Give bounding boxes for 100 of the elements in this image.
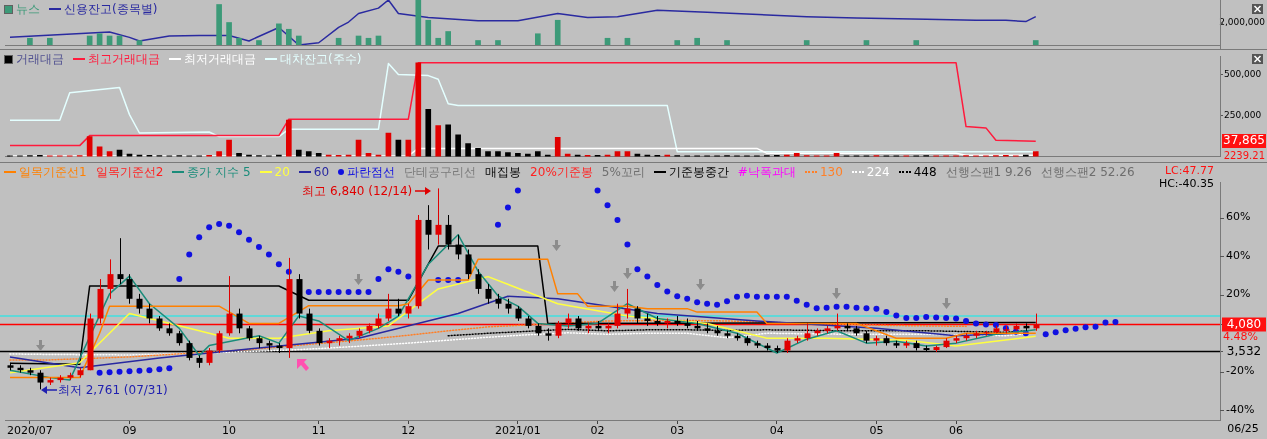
bar (216, 151, 222, 157)
bar (96, 33, 103, 45)
legend-label: 최저거래대금 (184, 52, 256, 66)
annotation: 최저 2,761 (07/31) (57, 382, 168, 397)
legend-label: 거래대금 (16, 52, 64, 66)
bar (1032, 151, 1039, 157)
bar (534, 151, 541, 157)
bar (276, 23, 282, 45)
y-tick-label: 250,000 (1224, 109, 1262, 120)
x-tick-label: 11 (311, 424, 326, 438)
text: 선행스팬1 9.26 (945, 165, 1032, 179)
bar (425, 19, 432, 45)
candlestick (126, 273, 133, 305)
bar (863, 40, 870, 45)
annotation: 2,000,000 (1219, 17, 1266, 28)
text: #낙폭과대 (737, 165, 796, 179)
candlestick (306, 308, 313, 334)
x-tick-label: 10 (222, 424, 237, 438)
x-tick-label: 02 (590, 424, 605, 438)
x-tick-label: 12 (401, 424, 416, 438)
candlestick (465, 249, 472, 280)
bar (435, 125, 442, 157)
text: 4.48% (1223, 330, 1258, 344)
bar (495, 40, 501, 45)
candlestick (226, 275, 233, 337)
y2-tick-label: 40% (1226, 248, 1251, 262)
bar (724, 40, 730, 45)
text: 선행스팬2 52.26 (1040, 165, 1135, 179)
x-tick-label: 2020/07 (7, 424, 53, 438)
text: 20%기준봉 (530, 165, 593, 179)
legend-label: 일목기준선1 (19, 165, 87, 179)
candlestick (475, 268, 482, 295)
bar (793, 152, 800, 157)
text: 2239.21 (1223, 149, 1265, 161)
bar (236, 152, 242, 157)
bar (475, 40, 481, 45)
bar (534, 33, 541, 45)
bar (136, 40, 143, 45)
bar (425, 108, 432, 157)
bar (415, 0, 422, 45)
bar (554, 19, 561, 45)
bar (554, 137, 561, 157)
candlestick (136, 293, 143, 315)
bar (286, 119, 292, 157)
y2-tick-label: 20% (1226, 287, 1251, 301)
x-tick-label: 06 (949, 424, 964, 438)
bar (694, 37, 700, 45)
legend-label: 최고거래대금 (88, 52, 160, 66)
bar (445, 124, 452, 157)
legend-label: 종가 지수 5 (187, 165, 251, 179)
candlestick (216, 330, 223, 354)
bar (465, 143, 471, 157)
bar (415, 62, 422, 157)
bar (505, 152, 511, 157)
bar (295, 35, 302, 45)
legend-label: 448 (913, 165, 937, 179)
x-tick-label: 05 (869, 424, 884, 438)
bar (803, 40, 810, 45)
legend-label: 130 (819, 165, 843, 179)
bar (305, 151, 312, 157)
bar (1032, 40, 1039, 45)
legend-label: 파란점선 (347, 165, 396, 179)
y-tick-label: 4,080 (1226, 316, 1262, 331)
bar (475, 148, 481, 157)
candlestick (614, 303, 621, 329)
text: 37,865 (1223, 133, 1265, 148)
bar (226, 22, 232, 45)
x-tick-label: 2021/01 (495, 424, 541, 438)
bar (455, 134, 461, 157)
bar (295, 149, 302, 157)
text: 일목기준선2 (95, 165, 164, 179)
legend-label: 224 (866, 165, 890, 179)
x-tick-label: 03 (670, 424, 685, 438)
candlestick (425, 204, 432, 251)
bar (495, 151, 501, 157)
bar (236, 37, 242, 45)
candlestick (107, 258, 114, 300)
x-tick-label: 04 (769, 424, 784, 438)
x-tick-label: 09 (122, 424, 137, 438)
candlestick (236, 308, 243, 334)
annotation: 최고 6,840 (12/14) (302, 183, 413, 198)
legend-label: 60 (313, 165, 330, 179)
bar (485, 151, 491, 157)
candlestick (37, 369, 44, 390)
candlestick (146, 303, 153, 324)
bar (256, 40, 262, 45)
line-series (9, 319, 967, 361)
text: 06/25 (1227, 421, 1259, 435)
candlestick (385, 293, 392, 322)
bar (435, 37, 442, 45)
text: LC:47.77 (1164, 163, 1214, 177)
bar (27, 37, 33, 45)
bar (913, 40, 920, 45)
legend-label: 신용잔고(종목별) (64, 2, 158, 16)
legend-label: 뉴스 (16, 2, 40, 16)
bar (315, 152, 322, 157)
y2-tick-label: -40% (1226, 402, 1255, 416)
candlestick (435, 187, 442, 246)
y2-tick-label: 60% (1226, 210, 1251, 224)
text: 단테공구리선 (404, 165, 477, 179)
